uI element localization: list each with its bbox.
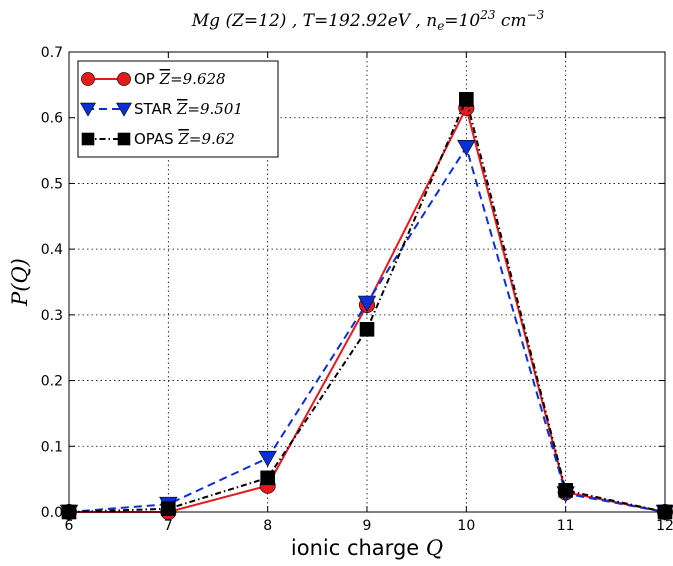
x-axis-label: ionic charge Q xyxy=(291,536,443,560)
ticks: 6 7 8 9 10 11 12 0.0 0.1 0.2 0.3 0.4 0.5 0.6 0.7 xyxy=(41,45,673,534)
chart-title-prefix: Mg (Z=12) , T=192.92eV , n xyxy=(191,11,437,31)
y-tick-label: 0.2 xyxy=(41,374,63,390)
legend-entry: OP Z=9.628 xyxy=(81,70,226,88)
marker-triangle-down xyxy=(258,450,277,467)
chart-title-sup1: 23 xyxy=(479,8,496,22)
marker-square xyxy=(558,483,573,498)
x-tick-label: 7 xyxy=(164,518,173,534)
chart-title-sub: e xyxy=(437,19,444,33)
y-tick-label: 0.7 xyxy=(41,45,63,61)
x-tick-label: 8 xyxy=(263,518,272,534)
legend-entry: OPAS Z=9.62 xyxy=(81,130,235,148)
marker-circle xyxy=(81,72,95,86)
chart-title-unit: cm xyxy=(495,11,526,31)
marker-triangle-down xyxy=(357,295,377,312)
y-tick-label: 0.6 xyxy=(41,111,63,127)
marker-triangle-down xyxy=(116,102,132,117)
marker-triangle-down xyxy=(457,140,476,157)
y-axis-label: P(Q) xyxy=(8,258,32,307)
y-tick-label: 0.3 xyxy=(41,308,63,324)
marker-square xyxy=(81,132,95,146)
legend-label: OPAS Z=9.62 xyxy=(134,130,235,148)
y-tick-label: 0.4 xyxy=(41,242,63,258)
marker-square xyxy=(260,470,275,486)
x-tick-label: 9 xyxy=(363,518,372,534)
marker-square xyxy=(117,132,131,146)
legend-box xyxy=(77,60,279,158)
chart-title-mid: =10 xyxy=(444,11,480,31)
y-tick-label: 0.0 xyxy=(41,505,63,521)
chart-title: Mg (Z=12) , T=192.92eV , ne=1023 cm−3 xyxy=(191,8,545,33)
marker-circle xyxy=(117,72,131,86)
x-tick-label: 11 xyxy=(557,518,575,534)
x-axis-label-text: ionic charge xyxy=(291,536,426,560)
x-tick-label: 6 xyxy=(65,518,74,534)
y-tick-label: 0.5 xyxy=(41,176,63,192)
chart-title-sup2: −3 xyxy=(527,8,545,22)
legend-entry: STAR Z=9.501 xyxy=(80,100,243,118)
legend-label: OP Z=9.628 xyxy=(134,70,226,88)
legend-label-zbar: Z xyxy=(159,70,171,88)
marker-square xyxy=(359,322,375,337)
x-axis-label-var: Q xyxy=(426,536,443,560)
marker-triangle-down xyxy=(80,102,96,117)
legend-label-zbar: Z xyxy=(176,100,188,118)
marker-square xyxy=(459,92,474,107)
legend-label-name: STAR xyxy=(134,100,177,118)
legend-label-name: OP xyxy=(134,70,160,88)
legend-label-value: =9.501 xyxy=(187,100,243,118)
legend-label: STAR Z=9.501 xyxy=(134,100,243,118)
x-tick-label: 12 xyxy=(656,518,673,534)
legend-label-name: OPAS xyxy=(134,130,178,148)
legend-label-zbar: Z xyxy=(177,130,189,148)
y-tick-label: 0.1 xyxy=(41,439,63,455)
legend-label-value: =9.62 xyxy=(189,130,235,148)
legend-label-value: =9.628 xyxy=(170,70,226,88)
x-tick-label: 10 xyxy=(457,518,475,534)
